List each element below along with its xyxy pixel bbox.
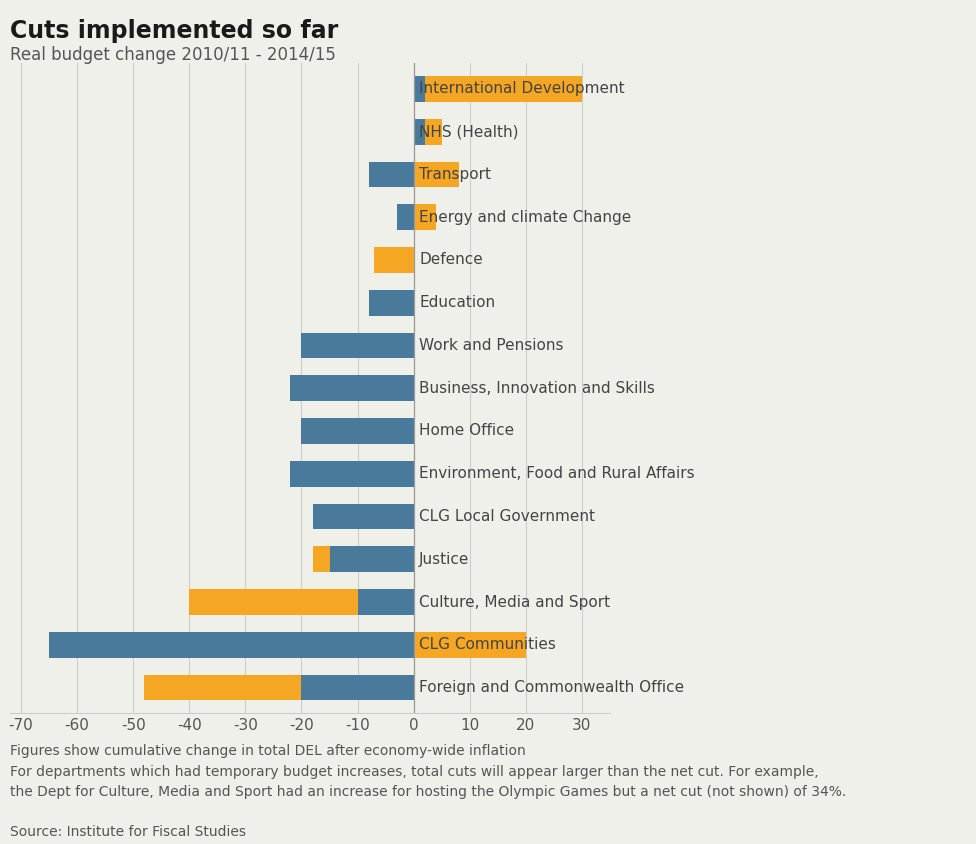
Bar <box>369 289 414 316</box>
Bar <box>357 589 414 614</box>
Bar <box>290 461 414 487</box>
Bar <box>414 204 436 230</box>
Text: International Development: International Development <box>420 82 625 96</box>
Bar <box>357 418 414 444</box>
Bar <box>397 204 414 230</box>
Text: CLG Communities: CLG Communities <box>420 637 556 652</box>
Text: Environment, Food and Rural Affairs: Environment, Food and Rural Affairs <box>420 466 695 481</box>
Text: the Dept for Culture, Media and Sport had an increase for hosting the Olympic Ga: the Dept for Culture, Media and Sport ha… <box>10 785 846 799</box>
Text: NHS (Health): NHS (Health) <box>420 124 519 139</box>
Text: Foreign and Commonwealth Office: Foreign and Commonwealth Office <box>420 680 684 695</box>
Bar <box>414 76 582 102</box>
Bar <box>290 376 414 401</box>
Bar <box>144 674 414 701</box>
Bar <box>302 674 414 701</box>
Bar <box>375 247 414 273</box>
Bar <box>414 119 425 144</box>
Text: Education: Education <box>420 295 496 311</box>
Bar <box>357 461 414 487</box>
Bar <box>49 632 414 657</box>
Bar <box>414 76 425 102</box>
Text: Energy and climate Change: Energy and climate Change <box>420 209 631 225</box>
Bar <box>369 376 414 401</box>
Bar <box>369 162 414 187</box>
Text: Justice: Justice <box>420 552 469 567</box>
Bar <box>312 546 414 572</box>
Bar <box>302 418 414 444</box>
Bar <box>330 546 414 572</box>
Bar <box>414 119 442 144</box>
Text: Defence: Defence <box>420 252 483 268</box>
Text: Cuts implemented so far: Cuts implemented so far <box>10 19 338 42</box>
Text: Culture, Media and Sport: Culture, Media and Sport <box>420 594 610 609</box>
Text: Business, Innovation and Skills: Business, Innovation and Skills <box>420 381 655 396</box>
Text: Real budget change 2010/11 - 2014/15: Real budget change 2010/11 - 2014/15 <box>10 46 336 64</box>
Text: Transport: Transport <box>420 167 491 182</box>
Text: CLG Local Government: CLG Local Government <box>420 509 595 524</box>
Bar <box>302 333 414 359</box>
Bar <box>312 504 414 529</box>
Bar <box>189 589 414 614</box>
Text: Home Office: Home Office <box>420 424 514 439</box>
Text: Figures show cumulative change in total DEL after economy-wide inflation: Figures show cumulative change in total … <box>10 744 525 759</box>
Bar <box>414 632 526 657</box>
Bar <box>414 162 459 187</box>
Bar <box>341 504 414 529</box>
Bar <box>397 333 414 359</box>
Text: Work and Pensions: Work and Pensions <box>420 338 564 353</box>
Text: Source: Institute for Fiscal Studies: Source: Institute for Fiscal Studies <box>10 825 246 840</box>
Text: For departments which had temporary budget increases, total cuts will appear lar: For departments which had temporary budg… <box>10 765 819 779</box>
